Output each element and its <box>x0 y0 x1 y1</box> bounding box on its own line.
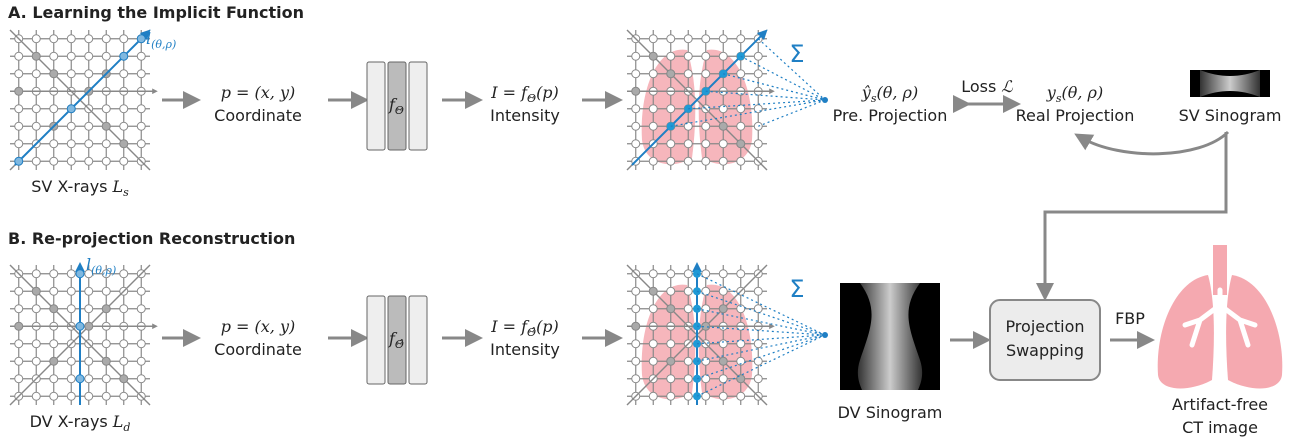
text-part: Θ <box>527 92 536 105</box>
label: FBP <box>1115 309 1145 328</box>
sum: Σ <box>789 275 804 303</box>
dv-sinogram <box>840 283 940 390</box>
text-part: Θ̂ <box>395 338 404 351</box>
text-part: ℒ <box>1001 77 1013 96</box>
label: Real Projection <box>1016 106 1135 125</box>
label: Projection <box>1005 317 1084 336</box>
text-part: SV X-rays <box>31 177 107 196</box>
text-part: (θ,ρ) <box>151 38 176 51</box>
text-part: DV X-rays <box>30 412 108 431</box>
text-part: I = f <box>490 83 530 102</box>
text-part: Loss <box>961 77 996 96</box>
label: Coordinate <box>214 106 302 125</box>
section-title: B. Re-projection Reconstruction <box>8 229 295 248</box>
label: Intensity <box>490 340 560 359</box>
formula: I = fΘ(p) <box>490 83 559 105</box>
formula: p = (x, y) <box>221 317 296 336</box>
loss: Loss ℒ <box>961 77 1013 96</box>
text-part: Θ̂ <box>527 326 536 339</box>
dv-grid <box>10 265 155 405</box>
label: CT image <box>1182 418 1258 437</box>
ray-label: l(θ,ρ) <box>146 29 176 51</box>
arrow <box>1045 132 1226 292</box>
swap-box <box>990 300 1100 380</box>
formula: ŷs(θ, ρ) <box>861 83 918 105</box>
text-part: (θ, ρ) <box>877 83 919 102</box>
lung-icon <box>1158 245 1283 388</box>
diagram: A. Learning the Implicit Function l(θ,ρ)… <box>0 0 1296 441</box>
label: Artifact-free <box>1172 395 1268 414</box>
sum: Σ <box>789 40 804 68</box>
section-title: A. Learning the Implicit Function <box>8 3 304 22</box>
grid-caption: SV X-rays Ls <box>31 177 129 199</box>
formula: ys(θ, ρ) <box>1046 83 1103 105</box>
sv-grid <box>10 30 155 170</box>
sv-sinogram <box>1190 70 1270 97</box>
label: DV Sinogram <box>838 403 943 422</box>
ray-label: l(θ,ρ) <box>86 255 116 277</box>
formula: I = fΘ̂(p) <box>490 317 559 339</box>
text-part: d <box>123 421 130 434</box>
text-part: s <box>123 186 129 199</box>
label: Swapping <box>1006 341 1084 360</box>
label: Pre. Projection <box>833 106 948 125</box>
text-part: L <box>112 412 124 431</box>
arrow <box>1082 132 1228 154</box>
label: Coordinate <box>214 340 302 359</box>
text-part: (θ, ρ) <box>1062 83 1104 102</box>
text-part: (θ,ρ) <box>91 264 116 277</box>
label: SV Sinogram <box>1179 106 1282 125</box>
text-part: I = f <box>490 317 530 336</box>
text-part: (p) <box>536 83 559 102</box>
text-part: L <box>112 177 124 196</box>
text-part: Θ <box>395 104 404 117</box>
text-part: (p) <box>536 317 559 336</box>
label: Intensity <box>490 106 560 125</box>
formula: p = (x, y) <box>221 83 296 102</box>
